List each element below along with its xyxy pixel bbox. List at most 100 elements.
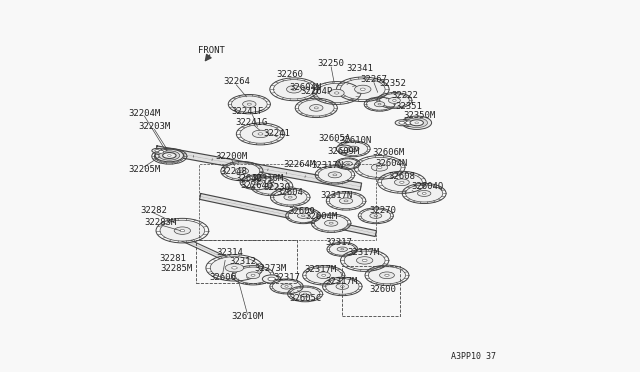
- Text: 32351: 32351: [396, 102, 422, 110]
- Text: 32317N: 32317N: [311, 161, 344, 170]
- Ellipse shape: [337, 159, 358, 169]
- Ellipse shape: [336, 283, 349, 289]
- Text: 32609M: 32609M: [327, 147, 359, 156]
- Text: 32604N: 32604N: [375, 159, 408, 168]
- Text: 32241: 32241: [264, 129, 291, 138]
- Text: 32606M: 32606M: [372, 148, 405, 157]
- Text: 32250: 32250: [317, 60, 344, 68]
- Text: FRONT: FRONT: [198, 46, 225, 55]
- Text: 32604Q: 32604Q: [411, 182, 444, 191]
- Text: 32350M: 32350M: [404, 111, 436, 120]
- Text: 32604: 32604: [276, 188, 303, 197]
- Ellipse shape: [268, 277, 275, 281]
- Ellipse shape: [316, 83, 357, 103]
- Ellipse shape: [392, 100, 396, 101]
- Text: 32317M: 32317M: [326, 278, 358, 286]
- Ellipse shape: [251, 274, 255, 276]
- Ellipse shape: [306, 267, 342, 283]
- Ellipse shape: [265, 183, 278, 189]
- Ellipse shape: [330, 243, 355, 255]
- Ellipse shape: [385, 274, 389, 276]
- Ellipse shape: [377, 166, 382, 169]
- Ellipse shape: [152, 148, 163, 153]
- Bar: [196, 240, 297, 283]
- Ellipse shape: [337, 247, 348, 251]
- Ellipse shape: [317, 272, 330, 279]
- Bar: [199, 164, 376, 240]
- Ellipse shape: [330, 193, 363, 209]
- Text: 32312: 32312: [229, 257, 256, 266]
- Ellipse shape: [348, 146, 359, 151]
- Text: 32352: 32352: [379, 79, 406, 88]
- Ellipse shape: [225, 264, 244, 272]
- Ellipse shape: [374, 102, 385, 107]
- Ellipse shape: [211, 257, 259, 279]
- Bar: [342, 266, 400, 316]
- Text: 32204M: 32204M: [128, 109, 161, 118]
- Ellipse shape: [369, 267, 406, 284]
- Ellipse shape: [367, 98, 392, 110]
- Text: 32282: 32282: [140, 206, 167, 215]
- Text: 32310M: 32310M: [252, 174, 284, 183]
- Ellipse shape: [291, 287, 320, 301]
- Ellipse shape: [174, 227, 191, 234]
- Ellipse shape: [273, 280, 301, 293]
- Ellipse shape: [406, 118, 428, 128]
- Ellipse shape: [285, 286, 288, 287]
- Ellipse shape: [258, 133, 263, 135]
- Ellipse shape: [406, 185, 443, 202]
- Ellipse shape: [273, 189, 307, 205]
- Ellipse shape: [243, 176, 271, 189]
- Ellipse shape: [318, 167, 351, 183]
- Ellipse shape: [255, 182, 259, 183]
- Ellipse shape: [314, 107, 318, 109]
- Text: 32200M: 32200M: [215, 152, 248, 161]
- Text: 32283M: 32283M: [145, 218, 177, 227]
- Text: 32264: 32264: [223, 77, 250, 86]
- Ellipse shape: [289, 196, 292, 198]
- Ellipse shape: [381, 173, 422, 192]
- Text: 32600: 32600: [369, 285, 396, 294]
- Text: 32273M: 32273M: [255, 264, 287, 273]
- Ellipse shape: [232, 96, 267, 112]
- Ellipse shape: [160, 220, 205, 241]
- Ellipse shape: [155, 150, 159, 152]
- Text: 32264M: 32264M: [284, 160, 316, 169]
- Ellipse shape: [356, 257, 373, 264]
- Text: 32281: 32281: [159, 254, 186, 263]
- Ellipse shape: [163, 153, 176, 158]
- Text: 32317: 32317: [274, 273, 301, 282]
- Text: 32341: 32341: [347, 64, 374, 73]
- Ellipse shape: [330, 89, 344, 97]
- Ellipse shape: [281, 284, 292, 289]
- Ellipse shape: [401, 119, 417, 126]
- Ellipse shape: [289, 209, 318, 222]
- Ellipse shape: [399, 181, 404, 183]
- Ellipse shape: [399, 121, 405, 124]
- Ellipse shape: [324, 220, 338, 226]
- Ellipse shape: [340, 286, 344, 287]
- Ellipse shape: [301, 215, 305, 217]
- Ellipse shape: [360, 88, 365, 90]
- Text: 32317M: 32317M: [304, 265, 336, 274]
- Text: 32205M: 32205M: [128, 165, 161, 174]
- Polygon shape: [200, 193, 376, 237]
- Ellipse shape: [246, 272, 260, 279]
- Ellipse shape: [240, 170, 244, 172]
- Ellipse shape: [358, 157, 401, 177]
- Text: 32241F: 32241F: [231, 107, 264, 116]
- Text: 32264P: 32264P: [300, 87, 332, 96]
- Ellipse shape: [388, 97, 401, 103]
- Ellipse shape: [232, 267, 237, 269]
- Ellipse shape: [168, 155, 171, 157]
- Ellipse shape: [415, 122, 419, 124]
- Ellipse shape: [355, 85, 371, 93]
- Ellipse shape: [235, 168, 248, 174]
- Ellipse shape: [339, 142, 367, 155]
- Text: 32270: 32270: [369, 206, 396, 215]
- Ellipse shape: [180, 230, 185, 232]
- Text: 32606: 32606: [209, 273, 236, 282]
- Ellipse shape: [395, 120, 408, 126]
- Ellipse shape: [240, 125, 281, 143]
- Text: 32241G: 32241G: [235, 118, 268, 127]
